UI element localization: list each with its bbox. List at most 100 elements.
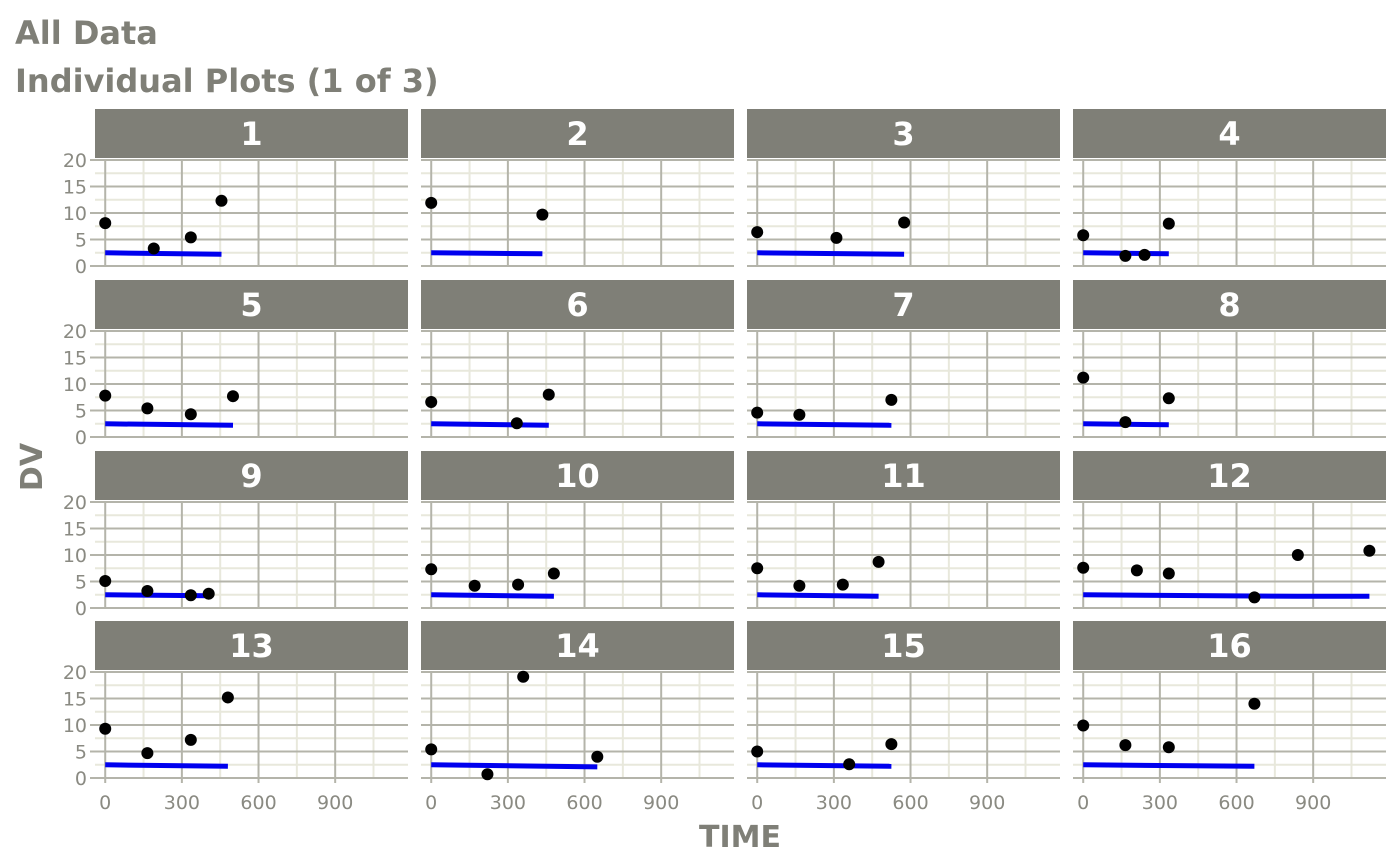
facet-panel-3: 3 [747,109,1060,267]
data-point [99,574,112,587]
data-point [536,208,549,221]
data-point [843,758,856,771]
x-tick-label: 0 [751,792,763,814]
y-tick-label: 20 [63,150,87,172]
facet-strip [747,109,1060,158]
data-point [1138,248,1151,261]
data-point [751,406,764,419]
data-point [1248,697,1261,710]
x-tick-label: 900 [969,792,1005,814]
y-tick-label: 0 [75,768,87,790]
data-point [1119,416,1132,429]
y-tick-label: 5 [75,572,87,594]
chart-subtitle: Individual Plots (1 of 3) [15,62,439,100]
facet-strip [421,109,734,158]
facet-strip [747,280,1060,329]
facet-strip-label: 3 [892,115,914,153]
facet-panel-9: 9 0 5 10 15 20 [63,451,408,620]
data-point [99,722,112,735]
data-point [1291,549,1304,561]
chart-title: All Data [15,14,158,52]
x-tick-label: 0 [1077,792,1089,814]
y-axis-title: DV [15,442,50,491]
x-tick-label: 300 [816,792,852,814]
data-point [1162,217,1175,230]
y-tick-label: 10 [63,545,87,567]
data-point [184,733,197,746]
facet-strip [747,621,1060,670]
x-tick-label: 300 [490,792,526,814]
facet-panel-12: 12 [1073,451,1386,609]
facet-strip [1073,621,1386,670]
x-tick-label: 0 [99,792,111,814]
fitted-line [105,421,234,428]
fitted-line [1083,592,1370,599]
y-tick-label: 20 [63,492,87,514]
data-point [1248,591,1261,604]
facet-strip-label: 13 [229,627,274,665]
facet-strip [95,109,408,158]
facet-panel-13: 13 0 5 10 15 20 0 300 600 900 [63,621,408,814]
data-point [793,579,806,592]
data-point [215,194,228,207]
data-point [885,393,898,406]
facet-panel-6: 6 [421,280,734,438]
data-point [425,563,438,576]
facet-strip [1073,451,1386,500]
x-tick-label: 0 [425,792,437,814]
x-tick-label: 300 [164,792,200,814]
data-point [830,231,843,244]
facet-strip [1073,280,1386,329]
data-point [1119,739,1132,752]
data-point [184,408,197,421]
facet-panel-5: 5 0 5 10 15 20 [63,280,408,449]
data-point [99,217,112,230]
x-tick-label: 900 [1295,792,1331,814]
y-tick-label: 15 [63,348,87,370]
data-point [751,745,764,758]
data-point [885,738,898,751]
facet-panel-10: 10 [421,451,734,609]
y-tick-label: 0 [75,427,87,449]
data-point [512,578,525,591]
data-point [751,226,764,239]
facet-panel-8: 8 [1073,280,1386,438]
y-tick-label: 15 [63,177,87,199]
facet-strip [1073,109,1386,158]
fitted-line [1083,762,1255,769]
y-tick-label: 5 [75,742,87,764]
y-tick-label: 10 [63,203,87,225]
x-tick-label: 600 [892,792,928,814]
data-point [1363,544,1376,557]
fitted-line [757,421,892,428]
y-tick-label: 20 [63,321,87,343]
facet-strip-label: 16 [1207,627,1252,665]
x-tick-label: 600 [1218,792,1254,814]
fitted-line [105,250,222,257]
data-point [147,242,160,255]
facet-strip [421,451,734,500]
y-tick-label: 15 [63,689,87,711]
data-point [184,231,197,244]
data-point [141,585,154,598]
x-tick-label: 600 [240,792,276,814]
data-point [141,402,154,415]
data-point [226,390,239,403]
facet-panel-15: 15 0 300 600 900 [747,621,1060,814]
fitted-line [431,250,543,257]
x-tick-label: 900 [643,792,679,814]
data-point [202,587,215,600]
data-point [99,389,112,402]
data-point [1119,249,1132,262]
data-point [510,417,523,430]
data-point [872,555,885,568]
data-point [1162,567,1175,580]
y-tick-label: 20 [63,662,87,684]
facet-strip-label: 2 [566,115,588,153]
data-point [425,743,438,756]
data-point [1077,229,1090,242]
facet-strip-label: 12 [1207,457,1252,495]
data-point [425,396,438,409]
